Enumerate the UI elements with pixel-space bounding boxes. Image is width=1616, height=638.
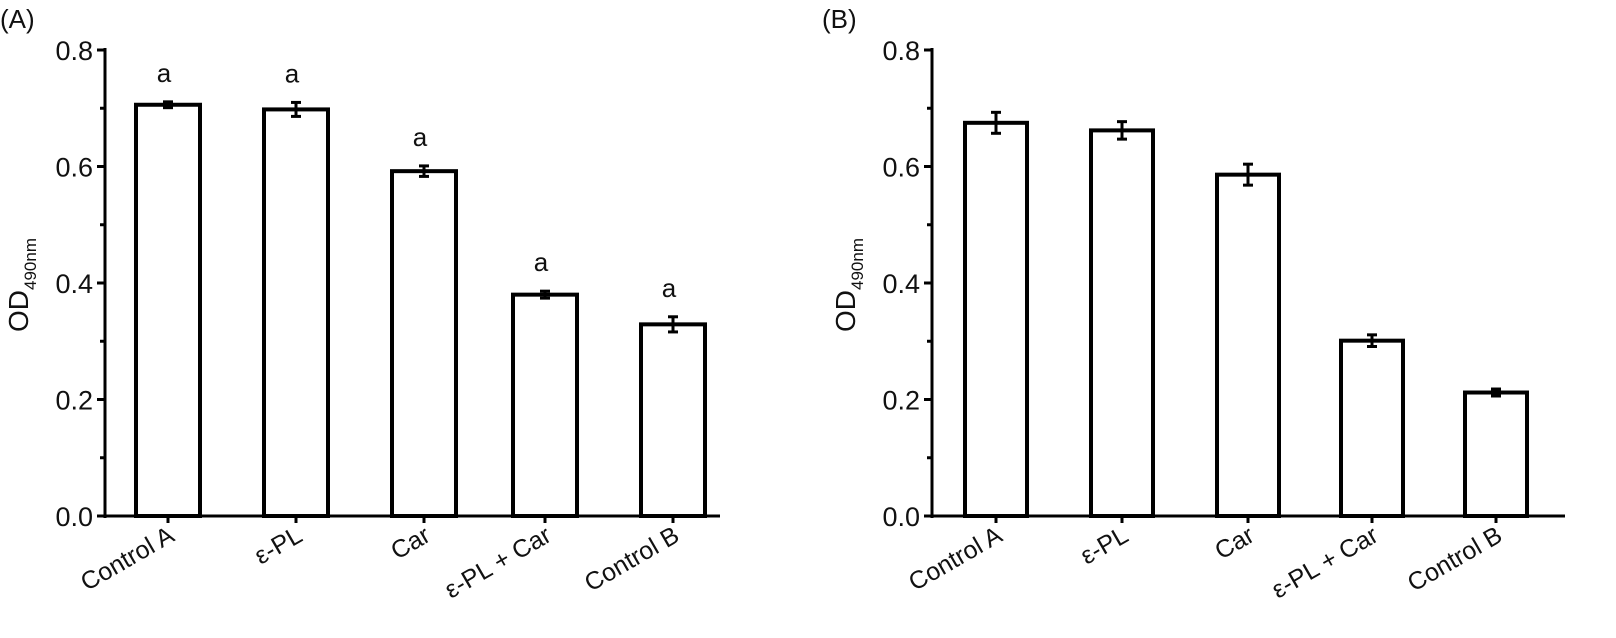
chart-panel-b: (B) Control A ε-PL Car ε-PL + Car Control B 0.… — [822, 4, 1565, 604]
panel-label: (B) — [822, 4, 857, 34]
error-bar — [163, 100, 173, 110]
significance-letter: a — [413, 122, 428, 152]
bar — [262, 107, 330, 518]
y-tick-label: 0.4 — [882, 269, 920, 299]
bar — [390, 169, 458, 518]
y-tick-label: 0.6 — [55, 153, 93, 183]
bar — [511, 292, 579, 518]
y-tick-label: 0.6 — [882, 153, 920, 183]
y-axis-label-subscript: 490nm — [21, 238, 40, 290]
x-tick-label: ε-PL + Car — [1267, 521, 1383, 604]
y-axis-label: OD490nm — [3, 238, 40, 332]
error-bar — [419, 164, 429, 178]
panel-label: (A) — [0, 4, 35, 34]
x-tick-label: ε-PL — [250, 521, 307, 570]
y-tick-label: 0.2 — [882, 386, 920, 416]
x-tick-label: ε-PL + Car — [440, 521, 556, 604]
chart-panel-a: (A) a Control A a ε-PL a Car a ε-PL + Car a Contro… — [0, 4, 720, 604]
bar — [134, 102, 202, 518]
y-tick-label: 0.2 — [55, 386, 93, 416]
error-bar — [991, 110, 1001, 135]
x-tick-label: ε-PL — [1076, 521, 1133, 570]
significance-letter: a — [534, 247, 549, 277]
bar — [639, 322, 707, 519]
y-tick-label: 0.0 — [55, 502, 93, 532]
significance-letter: a — [662, 273, 677, 303]
y-tick-label: 0.8 — [55, 36, 93, 66]
error-bar — [1367, 333, 1377, 348]
error-bar — [291, 100, 301, 118]
x-tick-label: Car — [1210, 521, 1259, 565]
x-tick-label: Control B — [580, 521, 684, 597]
y-axis-label-main: OD — [3, 290, 34, 332]
error-bar — [668, 315, 678, 334]
x-tick-label: Control B — [1403, 521, 1507, 597]
y-tick-label: 0.8 — [882, 36, 920, 66]
bar — [963, 120, 1029, 518]
bar — [1463, 390, 1529, 519]
bar — [1215, 172, 1281, 518]
y-axis-label-main: OD — [830, 290, 861, 332]
x-tick-label: Control A — [76, 521, 179, 597]
significance-letter: a — [285, 58, 300, 88]
error-bar — [1117, 120, 1127, 141]
y-axis-label: OD490nm — [830, 238, 867, 332]
bar — [1089, 128, 1155, 518]
y-tick-label: 0.4 — [55, 269, 93, 299]
y-tick-label: 0.0 — [882, 502, 920, 532]
x-tick-label: Car — [386, 521, 435, 565]
error-bar — [1491, 387, 1501, 398]
error-bar — [1243, 162, 1253, 187]
error-bar — [540, 289, 550, 300]
significance-letter: a — [157, 58, 172, 88]
y-axis-label-subscript: 490nm — [848, 238, 867, 290]
x-tick-label: Control A — [904, 521, 1007, 597]
bar — [1339, 338, 1405, 519]
